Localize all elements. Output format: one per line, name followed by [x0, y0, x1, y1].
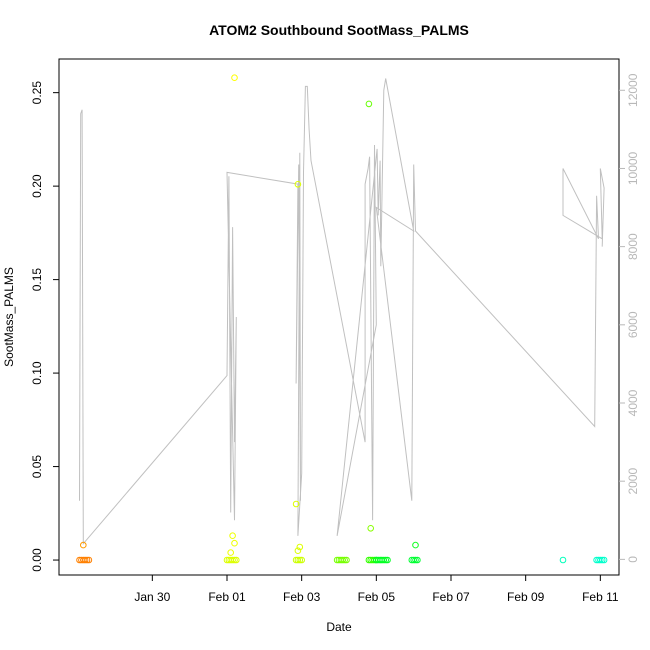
- x-tick-label: Feb 01: [208, 590, 246, 604]
- x-tick-label: Feb 05: [358, 590, 396, 604]
- x-axis: Jan 30 Feb 01 Feb 03 Feb 05 Feb 07 Feb 09 Feb …: [134, 575, 619, 604]
- data-point: [341, 556, 348, 564]
- data-point: [384, 556, 391, 564]
- y-axis-label: SootMass_PALMS: [2, 267, 16, 367]
- data-point: [233, 556, 240, 564]
- data-point: [380, 556, 388, 564]
- data-point: [412, 556, 419, 564]
- data-point: [339, 556, 347, 564]
- data-point: [597, 556, 604, 564]
- y2-tick-label: 10000: [626, 151, 640, 185]
- y-tick-label: 0.25: [30, 81, 44, 105]
- data-point: [229, 556, 236, 564]
- data-point: [412, 541, 419, 549]
- chart-title: ATOM2 Southbound SootMass_PALMS: [209, 22, 469, 38]
- data-point: [298, 556, 306, 564]
- data-point: [227, 549, 234, 556]
- data-point: [410, 556, 418, 564]
- y2-tick-label: 12000: [626, 73, 640, 107]
- y2-tick-label: 4000: [626, 389, 640, 416]
- x-tick-label: Jan 30: [134, 590, 170, 604]
- plot-frame: [58, 58, 620, 576]
- scatter-points: [76, 74, 608, 564]
- y-axis: 0.00 0.05 0.10 0.15 0.20 0.25: [30, 81, 59, 572]
- y2-tick-label: 0: [626, 556, 640, 563]
- altitude-trace: [79, 78, 605, 546]
- x-tick-label: Feb 03: [283, 590, 321, 604]
- altitude-line: [79, 78, 605, 546]
- data-point: [598, 556, 606, 564]
- data-point: [231, 556, 238, 564]
- y2-tick-label: 6000: [626, 311, 640, 338]
- y2-tick-label: 8000: [626, 233, 640, 260]
- data-point: [231, 539, 238, 547]
- data-point: [365, 100, 373, 108]
- data-point: [294, 181, 302, 188]
- x-tick-label: Feb 07: [432, 590, 470, 604]
- data-point: [231, 74, 238, 81]
- x-tick-label: Feb 11: [582, 590, 619, 604]
- y-tick-label: 0.00: [30, 548, 44, 572]
- data-point: [559, 556, 567, 564]
- data-point: [296, 556, 304, 564]
- y-tick-label: 0.20: [30, 174, 44, 198]
- x-axis-label: Date: [326, 620, 352, 634]
- data-point: [343, 556, 350, 564]
- data-point: [294, 556, 302, 564]
- y-tick-label: 0.10: [30, 361, 44, 385]
- data-point: [294, 547, 302, 555]
- y-tick-label: 0.05: [30, 455, 44, 479]
- data-point: [382, 556, 390, 564]
- data-point: [229, 532, 236, 540]
- y2-tick-label: 2000: [626, 468, 640, 495]
- data-point: [296, 543, 304, 551]
- data-point: [367, 525, 375, 532]
- y2-axis: 0 2000 4000 6000 8000 10000 12000: [619, 73, 640, 563]
- data-point: [414, 556, 421, 564]
- data-point: [85, 556, 93, 564]
- data-point: [292, 500, 300, 508]
- y-tick-label: 0.15: [30, 268, 44, 292]
- data-point: [81, 556, 89, 564]
- data-point: [80, 541, 87, 549]
- data-point: [83, 556, 91, 564]
- x-tick-label: Feb 09: [507, 590, 545, 604]
- data-point: [600, 556, 608, 564]
